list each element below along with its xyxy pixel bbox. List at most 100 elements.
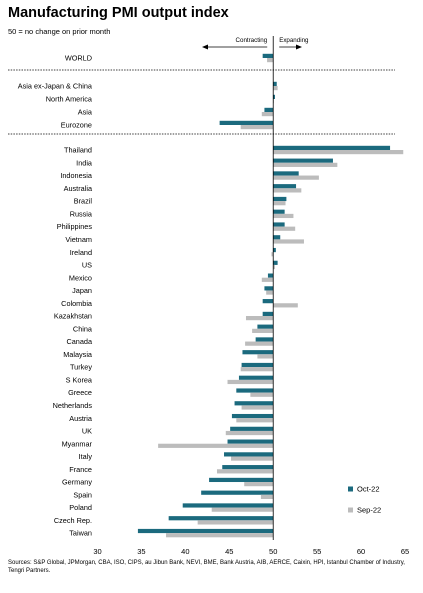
bar-sep-22: [273, 303, 298, 308]
category-label: Thailand: [64, 146, 92, 155]
bar-oct-22: [209, 477, 274, 483]
bar-oct-22: [273, 158, 333, 163]
chart-title: Manufacturing PMI output index: [8, 5, 229, 21]
expanding-label: Expanding: [279, 37, 309, 44]
bar-sep-22: [273, 162, 338, 167]
bar-sep-22: [240, 367, 274, 372]
legend-label: Oct-22: [357, 485, 380, 494]
category-label: Netherlands: [53, 401, 93, 410]
bar-oct-22: [227, 439, 274, 444]
bar-sep-22: [211, 507, 274, 512]
legend: Oct-22 Sep-22: [348, 485, 381, 515]
category-label: WORLD: [65, 54, 92, 63]
category-label: Ireland: [70, 248, 92, 257]
category-label: Malaysia: [63, 350, 93, 359]
bar-sep-22: [260, 494, 274, 499]
bar-oct-22: [262, 299, 274, 304]
x-tick-label: 60: [357, 547, 365, 556]
bar-oct-22: [219, 120, 274, 125]
x-tick-label: 50: [269, 547, 277, 556]
bar-sep-22: [261, 277, 274, 282]
category-label: UK: [82, 427, 92, 436]
category-label: Canada: [66, 337, 93, 346]
bar-sep-22: [197, 520, 274, 525]
category-label: Greece: [68, 388, 92, 397]
bar-sep-22: [236, 418, 274, 423]
category-label: Indonesia: [60, 171, 93, 180]
bar-sep-22: [271, 252, 274, 257]
category-label: Myanmar: [62, 439, 93, 448]
contracting-arrowhead-icon: [202, 44, 208, 50]
bar-oct-22: [241, 362, 274, 368]
direction-annotations: Contracting Expanding: [202, 37, 309, 50]
bar-sep-22: [273, 175, 319, 180]
x-tick-label: 35: [137, 547, 145, 556]
category-label: Poland: [69, 503, 92, 512]
bar-sep-22: [245, 341, 274, 346]
legend-swatch: [348, 507, 353, 513]
bar-sep-22: [252, 328, 274, 333]
bar-oct-22: [137, 528, 274, 534]
bar-oct-22: [267, 273, 274, 278]
bar-oct-22: [264, 107, 274, 112]
chart-subtitle: 50 = no change on prior month: [8, 27, 111, 36]
category-label: India: [76, 158, 93, 167]
bar-sep-22: [257, 354, 274, 359]
bar-oct-22: [262, 311, 274, 317]
bar-oct-22: [231, 413, 274, 419]
category-label: Taiwan: [69, 529, 92, 538]
bar-sep-22: [225, 430, 274, 436]
bar-sep-22: [273, 86, 278, 91]
bar-oct-22: [273, 171, 299, 176]
bar-oct-22: [273, 247, 276, 253]
bar-oct-22: [273, 222, 285, 227]
category-label: Asia ex-Japan & China: [18, 82, 93, 91]
x-tick-label: 45: [225, 547, 233, 556]
bar-oct-22: [273, 145, 391, 150]
category-label: Spain: [73, 490, 92, 499]
category-label: Eurozone: [61, 121, 92, 130]
bar-marks: [137, 53, 404, 538]
category-label: Russia: [70, 209, 93, 218]
bar-sep-22: [241, 405, 274, 410]
x-tick-label: 30: [93, 547, 101, 556]
bar-sep-22: [158, 443, 274, 448]
bar-sep-22: [273, 213, 294, 219]
bar-oct-22: [262, 53, 274, 58]
bar-oct-22: [224, 452, 274, 457]
bar-sep-22: [250, 392, 274, 397]
bar-oct-22: [234, 401, 274, 406]
bar-sep-22: [227, 379, 274, 385]
category-label: Kazakhstan: [54, 312, 92, 321]
bar-oct-22: [273, 94, 275, 99]
bar-sep-22: [273, 201, 286, 206]
group-separators: [8, 69, 395, 135]
bar-oct-22: [238, 375, 274, 380]
bar-sep-22: [244, 482, 274, 487]
category-label: Germany: [62, 478, 92, 487]
bar-oct-22: [222, 465, 274, 470]
bar-oct-22: [230, 426, 274, 431]
bar-oct-22: [168, 516, 274, 521]
bar-oct-22: [264, 286, 274, 291]
category-label: Brazil: [74, 197, 93, 206]
category-label: Philippines: [57, 222, 93, 231]
bar-sep-22: [266, 290, 274, 295]
category-label: Czech Rep.: [54, 516, 92, 525]
bar-sep-22: [273, 150, 404, 155]
bar-oct-22: [242, 350, 274, 355]
category-label: Mexico: [69, 273, 92, 282]
category-label: US: [82, 261, 92, 270]
bar-oct-22: [255, 337, 274, 342]
bar-oct-22: [257, 324, 274, 329]
bar-sep-22: [273, 239, 304, 244]
category-label: Turkey: [70, 363, 92, 372]
bar-sep-22: [261, 112, 274, 117]
category-label: Asia: [78, 108, 93, 117]
category-label: S Korea: [66, 375, 93, 384]
bar-sep-22: [273, 226, 296, 231]
category-label: France: [69, 465, 92, 474]
category-label: Australia: [64, 184, 93, 193]
bar-oct-22: [273, 81, 277, 86]
